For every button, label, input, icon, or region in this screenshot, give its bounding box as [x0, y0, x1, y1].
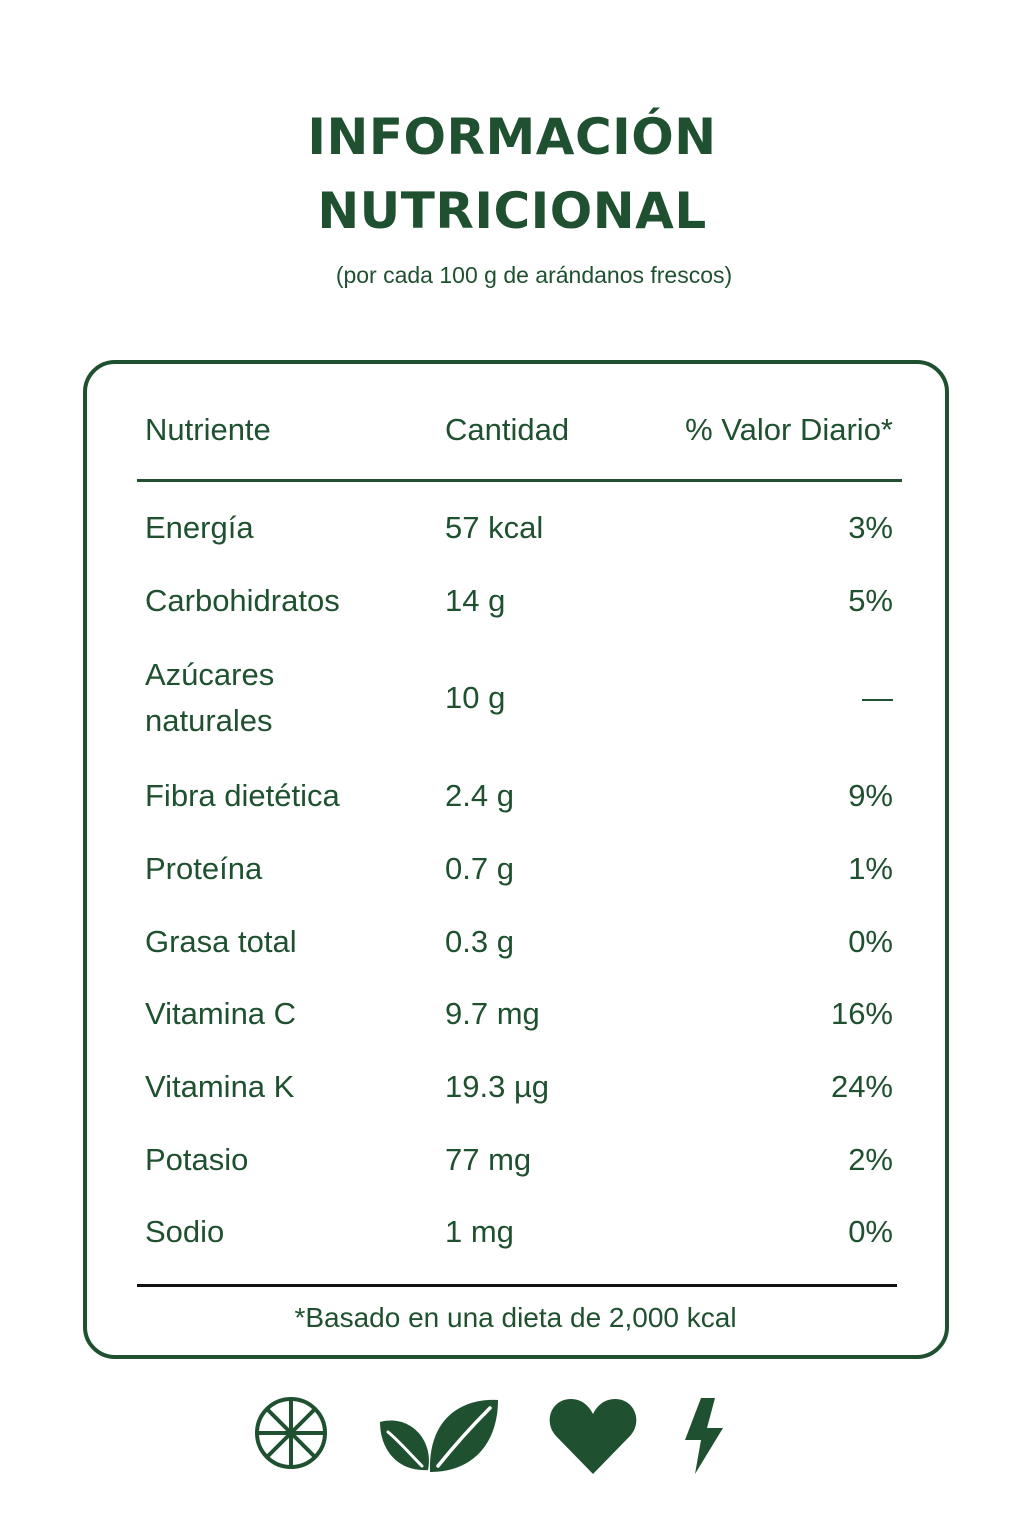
- nutrient-name: Proteína: [145, 851, 263, 886]
- lightning-icon: [685, 1398, 723, 1474]
- subtitle: (por cada 100 g de arándanos frescos): [335, 262, 733, 288]
- nutrient-name: Sodio: [145, 1214, 225, 1249]
- table-row: Carbohidratos 14 g 5%: [145, 578, 893, 624]
- icon-row: [0, 1396, 1024, 1476]
- table-header-row: Nutriente Cantidad % Valor Diario*: [145, 407, 893, 453]
- table-row: Grasa total 0.3 g 0%: [145, 919, 893, 965]
- nutrient-amount: 19.3 µg: [445, 1069, 550, 1104]
- footnote: *Basado en una dieta de 2,000 kcal: [294, 1302, 737, 1333]
- table-row: Proteína 0.7 g 1%: [145, 846, 893, 892]
- nutrition-table-card: [83, 360, 949, 1359]
- nutrient-daily-value: 1%: [848, 851, 893, 886]
- nutrient-daily-value: —: [862, 680, 893, 715]
- citrus-icon: [255, 1397, 327, 1469]
- nutrient-daily-value: 0%: [848, 924, 893, 959]
- nutrient-name-line-2: naturales: [145, 703, 273, 738]
- page-title: INFORMACIÓN NUTRICIONAL: [0, 100, 1024, 248]
- table-row: Fibra dietética 2.4 g 9%: [145, 773, 893, 819]
- table-row: Vitamina K 19.3 µg 24%: [145, 1064, 893, 1110]
- header-nutrient: Nutriente: [145, 412, 271, 447]
- header-amount: Cantidad: [445, 412, 570, 447]
- nutrient-daily-value: 2%: [848, 1142, 893, 1177]
- nutrient-name: Fibra dietética: [145, 778, 340, 813]
- table-row: Vitamina C 9.7 mg 16%: [145, 991, 893, 1037]
- heart-icon: [549, 1399, 637, 1474]
- nutrient-amount: 0.7 g: [445, 851, 514, 886]
- nutrient-amount: 10 g: [445, 680, 506, 715]
- table-row: Potasio 77 mg 2%: [145, 1137, 893, 1183]
- nutrient-daily-value: 24%: [830, 1069, 893, 1104]
- nutrient-name: Grasa total: [145, 924, 297, 959]
- table-row: Sodio 1 mg 0%: [145, 1209, 893, 1255]
- nutrient-name: Potasio: [145, 1142, 249, 1177]
- nutrient-amount: 57 kcal: [445, 510, 544, 545]
- nutrient-name: Vitamina K: [145, 1069, 295, 1104]
- nutrient-daily-value: 0%: [848, 1214, 893, 1249]
- nutrient-name: Vitamina C: [145, 996, 297, 1031]
- nutrient-daily-value: 3%: [848, 510, 893, 545]
- nutrient-name: Azúcares naturales: [145, 652, 445, 744]
- nutrient-amount: 0.3 g: [445, 924, 514, 959]
- nutrient-daily-value: 9%: [848, 778, 893, 813]
- table-row: Azúcares naturales 10 g —: [145, 652, 893, 744]
- nutrient-amount: 2.4 g: [445, 778, 514, 813]
- nutrient-name-line-1: Azúcares: [145, 657, 275, 692]
- leaves-icon: [380, 1399, 498, 1472]
- title-line-2: NUTRICIONAL: [317, 182, 707, 240]
- nutrient-amount: 77 mg: [445, 1142, 532, 1177]
- nutrient-amount: 14 g: [445, 583, 506, 618]
- footer-divider: [137, 1284, 897, 1287]
- nutrient-name: Carbohidratos: [145, 583, 340, 618]
- nutrient-daily-value: 16%: [830, 996, 893, 1031]
- nutrient-amount: 9.7 mg: [445, 996, 540, 1031]
- nutrient-amount: 1 mg: [445, 1214, 514, 1249]
- nutrient-daily-value: 5%: [848, 583, 893, 618]
- header-daily-value: % Valor Diario*: [685, 412, 893, 447]
- nutrient-name: Energía: [145, 510, 254, 545]
- title-line-1: INFORMACIÓN: [307, 108, 717, 166]
- header-divider: [137, 479, 902, 482]
- table-row: Energía 57 kcal 3%: [145, 505, 893, 551]
